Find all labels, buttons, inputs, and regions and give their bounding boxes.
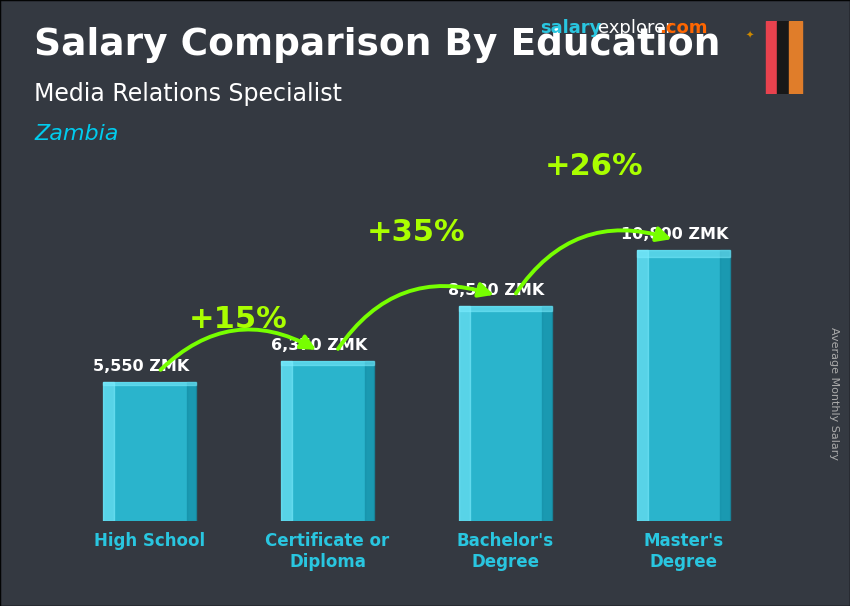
Bar [187,382,196,521]
Text: Media Relations Specialist: Media Relations Specialist [34,82,342,106]
Bar [104,382,196,521]
Bar [720,250,729,521]
Text: +35%: +35% [367,218,466,247]
Text: 5,550 ZMK: 5,550 ZMK [93,359,189,374]
Text: +26%: +26% [545,152,643,181]
Bar [281,361,374,365]
Bar [104,382,115,521]
Text: Zambia: Zambia [34,124,118,144]
Bar [281,361,374,521]
Bar [766,21,779,94]
Bar [459,306,470,521]
Bar [459,306,552,521]
Text: 10,800 ZMK: 10,800 ZMK [620,227,728,242]
Bar [789,21,802,94]
Text: .com: .com [659,19,707,38]
Text: salary: salary [540,19,601,38]
Bar [459,306,552,311]
Bar [638,250,729,257]
Bar [638,250,729,521]
Text: 8,580 ZMK: 8,580 ZMK [449,283,545,298]
Text: 6,370 ZMK: 6,370 ZMK [270,338,367,353]
Text: +15%: +15% [190,305,288,335]
Text: ✦: ✦ [746,31,754,41]
Bar [281,361,292,521]
Bar [638,250,649,521]
Text: Average Monthly Salary: Average Monthly Salary [829,327,839,461]
Bar [104,382,196,385]
Bar [365,361,374,521]
Text: explorer: explorer [598,19,672,38]
Bar [542,306,552,521]
Bar [778,21,790,94]
Text: Salary Comparison By Education: Salary Comparison By Education [34,27,720,63]
